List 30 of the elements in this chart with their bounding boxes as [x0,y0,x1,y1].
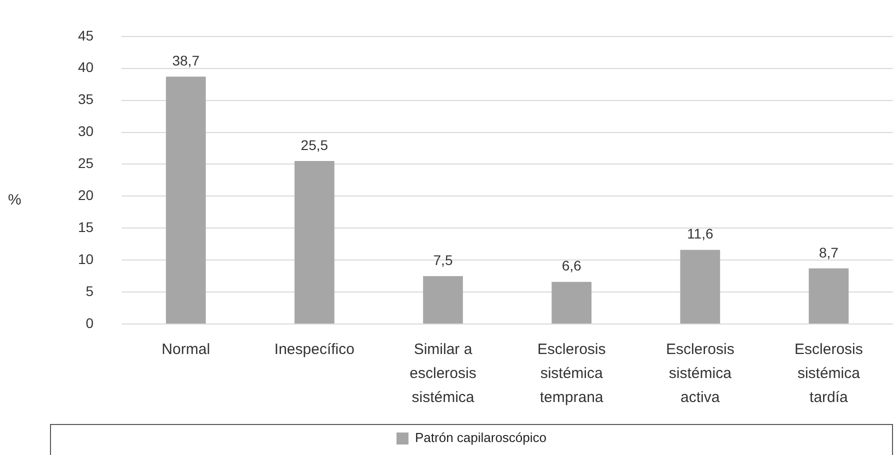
y-tick-label: 5 [86,282,94,299]
x-tick-label: Esclerosis sistémica activa [666,341,734,406]
data-label: 6,6 [562,258,582,274]
x-tick-label: Esclerosis sistémica temprana [537,341,606,406]
x-tick-label: Similar a esclerosis sistémica [410,341,476,406]
y-tick-label: 30 [78,123,94,140]
x-tick-label: Normal [162,341,210,358]
bar [423,276,463,324]
y-tick-label: 25 [78,155,94,172]
y-tick-label: 20 [78,187,94,204]
y-tick-label: 10 [78,250,94,267]
data-label: 7,5 [433,252,453,268]
legend-label: Patrón capilaroscópico [414,430,547,446]
bar [680,250,720,324]
data-label: 8,7 [818,244,839,260]
y-tick-label: 40 [78,59,94,76]
data-label: 25,5 [300,136,328,153]
bar [166,76,206,324]
y-tick-label: 35 [78,91,94,108]
x-tick-label: Inespecífico [274,341,354,358]
bar [552,282,592,324]
y-tick-label: 45 [78,27,94,44]
data-label: 38,7 [172,52,200,69]
bar [294,161,334,324]
data-label: 11,6 [687,226,714,242]
y-axis-title: % [8,191,22,208]
bar [808,268,849,324]
x-tick-label: Esclerosis sistémica tardía [794,341,863,406]
y-tick-label: 15 [78,218,94,235]
y-tick-label: 0 [86,314,94,331]
